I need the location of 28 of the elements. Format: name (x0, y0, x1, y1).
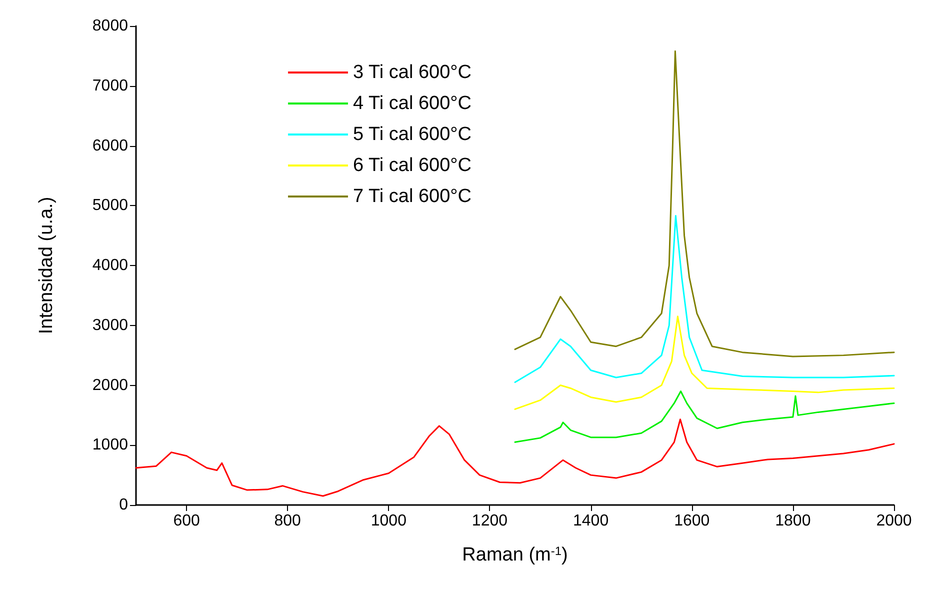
y-tick-label: 2000 (92, 376, 128, 394)
y-tick-label: 0 (119, 496, 128, 514)
x-tick-label: 1400 (573, 512, 609, 530)
x-tick-label: 600 (173, 512, 200, 530)
legend-label: 5 Ti cal 600°C (353, 124, 472, 145)
legend-label: 7 Ti cal 600°C (353, 186, 472, 207)
y-tick-label: 6000 (92, 137, 128, 154)
y-tick-label: 4000 (92, 257, 128, 274)
line-series (514, 390, 895, 443)
x-tick-label: 1200 (472, 512, 508, 530)
line-series (514, 316, 895, 410)
legend-label: 6 Ti cal 600°C (353, 155, 472, 176)
y-axis-title: Intensidad (u.a.) (36, 196, 57, 334)
y-tick-label: 1000 (92, 436, 128, 454)
legend-label: 4 Ti cal 600°C (353, 93, 472, 114)
y-tick-label: 7000 (92, 77, 128, 94)
line-series (135, 418, 895, 497)
x-tick-label: 1000 (370, 512, 407, 530)
y-tick-label: 5000 (92, 197, 128, 214)
x-tick-label: 1800 (775, 512, 811, 530)
legend-label: 3 Ti cal 600°C (353, 62, 472, 83)
x-tick-label: 1600 (674, 512, 710, 530)
y-tick-label: 3000 (92, 316, 128, 334)
line-series (514, 50, 895, 358)
x-tick-label: 2000 (876, 512, 912, 530)
x-tick-label: 800 (274, 512, 302, 530)
y-tick-label: 8000 (92, 18, 128, 34)
line-series (514, 215, 895, 384)
